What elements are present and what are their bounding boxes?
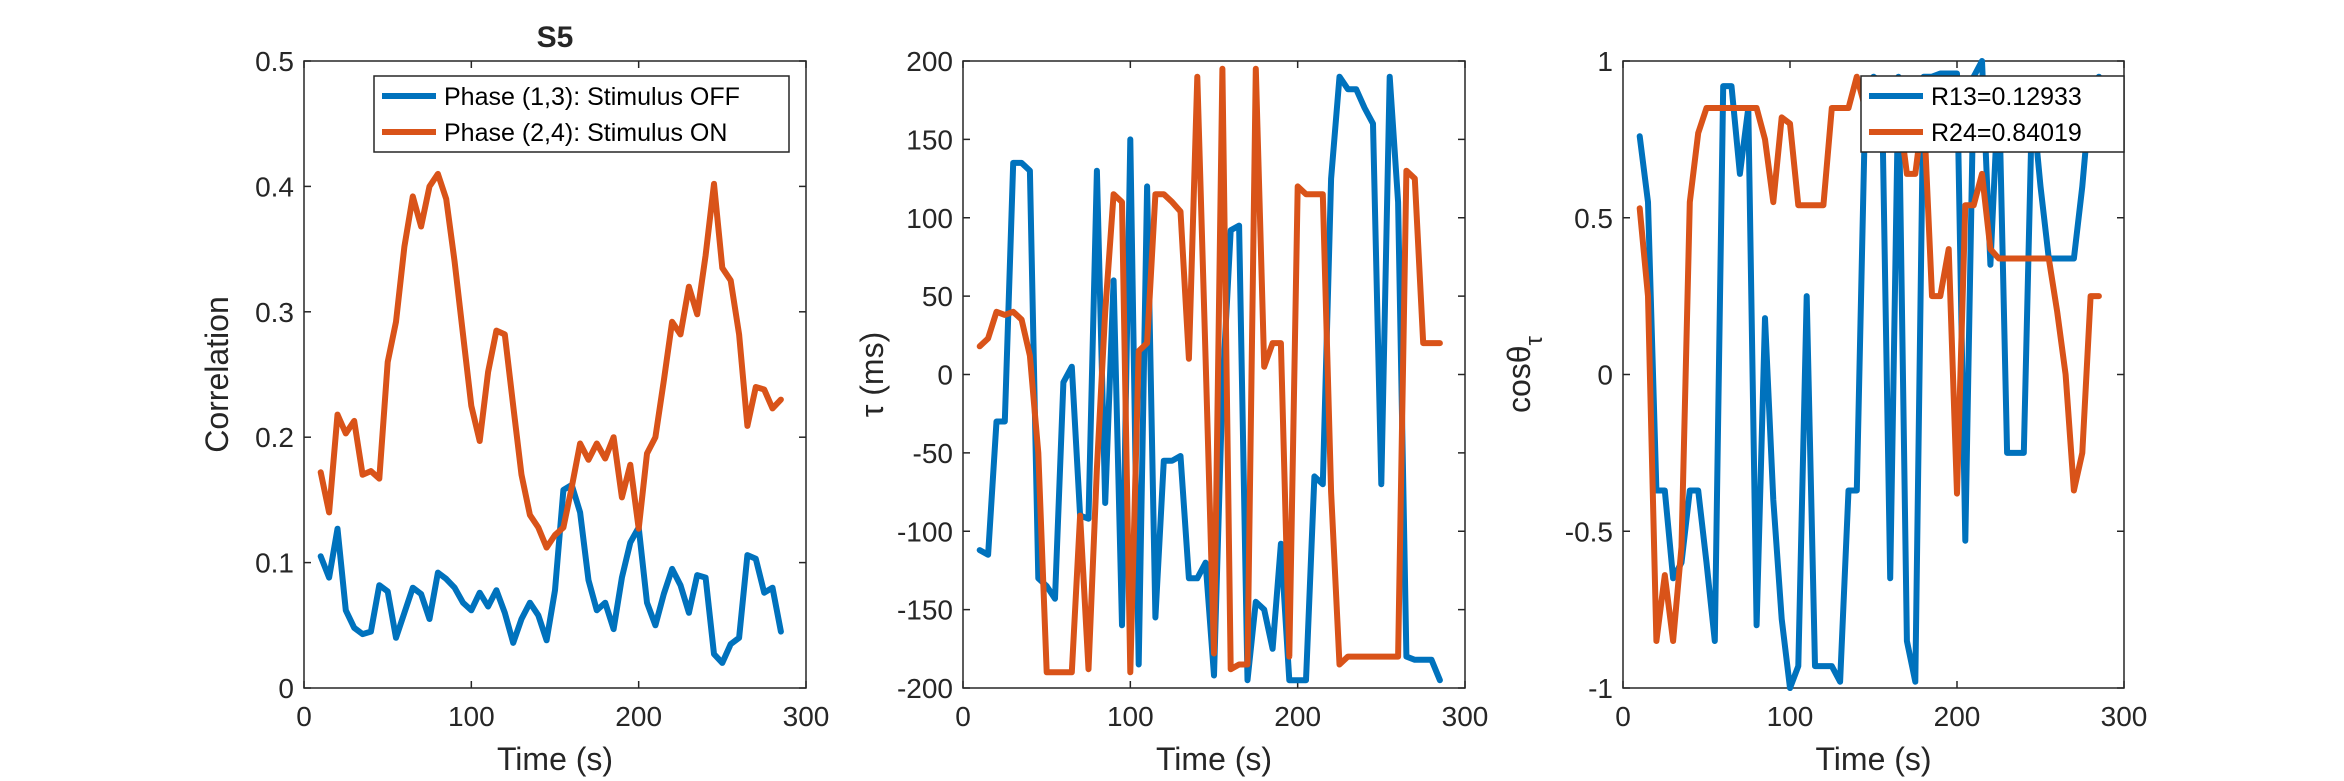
x-tick-label: 0 — [1615, 701, 1631, 732]
x-axis-label: Time (s) — [1815, 741, 1931, 777]
x-axis-label: Time (s) — [497, 741, 613, 777]
y-tick-label: -200 — [897, 673, 953, 704]
series-line-2 — [317, 170, 784, 551]
series-line-2 — [976, 65, 1443, 676]
y-tick-label: 0.2 — [255, 422, 294, 453]
legend-entry-1: R13=0.12933 — [1931, 83, 2082, 111]
y-tick-label: 50 — [922, 281, 953, 312]
x-tick-label: 200 — [1934, 701, 1981, 732]
y-tick-label: -100 — [897, 516, 953, 547]
y-tick-label: 100 — [906, 203, 953, 234]
x-tick-label: 300 — [783, 701, 830, 732]
y-tick-label: -0.5 — [1565, 516, 1613, 547]
y-tick-label: -1 — [1588, 673, 1613, 704]
y-tick-label: 0.3 — [255, 297, 294, 328]
x-tick-label: 300 — [1442, 701, 1489, 732]
chart-title: S5 — [537, 21, 574, 54]
y-axis-label-subscript: τ — [1521, 335, 1548, 345]
x-tick-label: 0 — [296, 701, 312, 732]
legend: R13=0.12933 R24=0.84019 — [1860, 75, 2125, 153]
y-tick-label: 0 — [937, 360, 953, 391]
y-axis-label-main: cosθ — [1501, 345, 1537, 413]
x-tick-label: 0 — [955, 701, 971, 732]
legend-entry-2: R24=0.84019 — [1931, 119, 2082, 147]
y-axis-label-main: Correlation — [199, 296, 235, 453]
y-axis-label-main: τ (ms) — [854, 332, 890, 418]
x-tick-label: 100 — [1107, 701, 1154, 732]
y-tick-label: -150 — [897, 595, 953, 626]
y-tick-label: 0.1 — [255, 548, 294, 579]
y-tick-label: 0.5 — [1574, 203, 1613, 234]
x-tick-label: 200 — [1274, 701, 1321, 732]
x-tick-label: 300 — [2101, 701, 2148, 732]
y-axis-label: Correlation — [199, 296, 235, 453]
x-tick-label: 100 — [1767, 701, 1814, 732]
y-tick-label: 1 — [1597, 46, 1613, 77]
legend-box — [373, 75, 790, 153]
y-tick-label: 200 — [906, 46, 953, 77]
y-tick-label: 0.4 — [255, 171, 294, 202]
chart-panel-3: 0 100 200 300 -1 -0.5 0 0.5 1 Time (s) cosθτ R13=0.… — [1501, 46, 2147, 777]
y-axis-label: τ (ms) — [854, 332, 890, 418]
legend: Phase (1,3): Stimulus OFF Phase (2,4): St… — [373, 75, 790, 153]
y-axis-label: cosθτ — [1501, 335, 1548, 413]
series-line-1 — [976, 73, 1443, 684]
chart-panel-2: 0 100 200 300-200-150-100-50050100150200Tim… — [854, 46, 1488, 777]
x-tick-label: 200 — [615, 701, 662, 732]
series-line-1 — [317, 481, 784, 666]
legend-entry-2: Phase (2,4): Stimulus ON — [444, 119, 727, 147]
y-tick-label: 0 — [1597, 360, 1613, 391]
chart-panel-1: 0 100 200 300 0 0.1 0.2 0.3 0.4 0.5 S5 Time (s) Corr… — [199, 21, 829, 777]
y-tick-label: 0.5 — [255, 46, 294, 77]
x-axis-label: Time (s) — [1156, 741, 1272, 777]
x-tick-label: 100 — [448, 701, 495, 732]
y-tick-label: 0 — [278, 673, 294, 704]
legend-box — [1860, 75, 2125, 153]
legend-entry-1: Phase (1,3): Stimulus OFF — [444, 83, 740, 111]
y-tick-label: -50 — [913, 438, 953, 469]
y-tick-label: 150 — [906, 124, 953, 155]
